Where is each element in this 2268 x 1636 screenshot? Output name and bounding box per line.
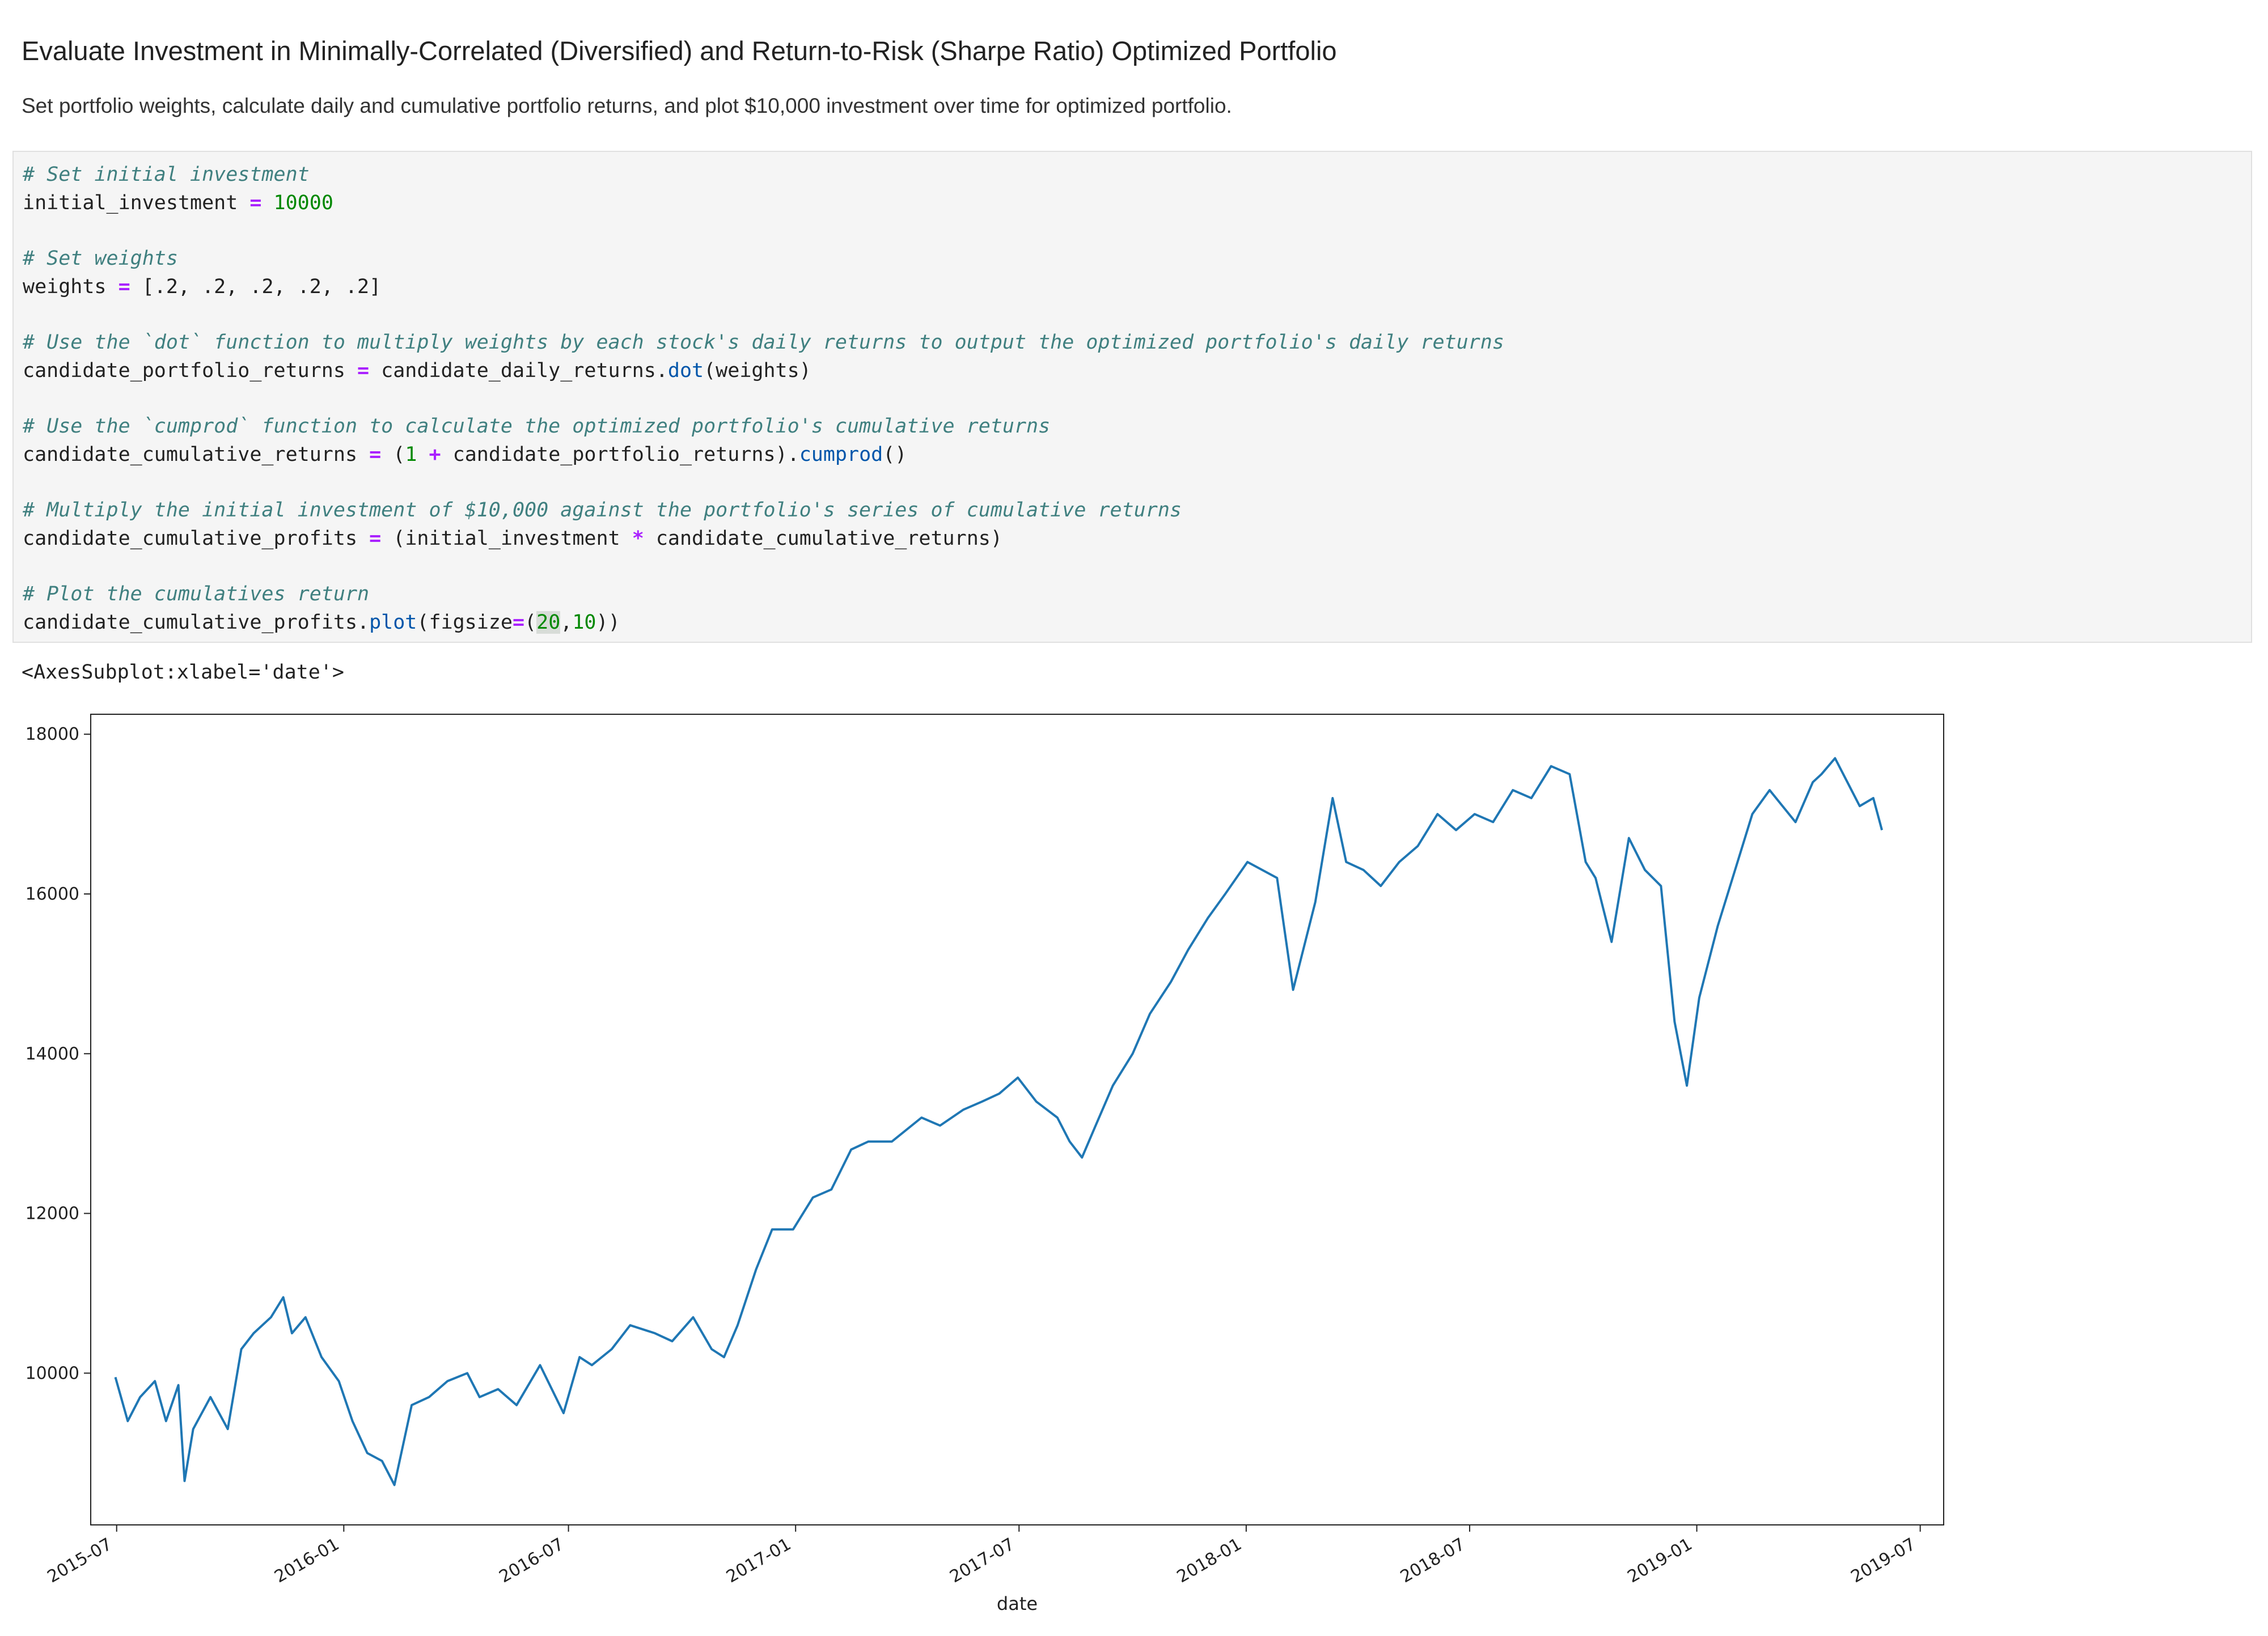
code-text: candidate_cumulative_profits. (23, 611, 370, 634)
x-tick-label: 2016-01 (271, 1535, 342, 1587)
code-number: 10000 (273, 192, 333, 214)
code-function: dot (667, 359, 704, 382)
code-line-8: candidate_cumulative_returns = (1 + cand… (23, 443, 907, 466)
code-text: ( (524, 611, 537, 634)
code-text: (initial_investment (381, 527, 632, 550)
code-text: )) (596, 611, 620, 634)
x-axis: 2015-07 2016-01 2016-07 2017-01 2017-07 2018-… (44, 1525, 1921, 1587)
code-text: , (560, 611, 573, 634)
x-tick-label: 2016-07 (496, 1535, 568, 1587)
code-operator: = (369, 527, 382, 550)
code-text: candidate_portfolio_returns). (441, 443, 799, 466)
code-line-11: # Plot the cumulatives return (23, 583, 369, 605)
code-comment: # Set weights (23, 247, 178, 270)
x-tick-label: 2019-07 (1848, 1535, 1919, 1587)
plot-area (90, 714, 1944, 1525)
code-text: initial_investment (23, 192, 250, 214)
code-comment: # Set initial investment (23, 163, 310, 186)
y-tick-label: 14000 (26, 1044, 79, 1064)
code-line-6: candidate_portfolio_returns = candidate_… (23, 359, 811, 382)
x-tick-label: 2015-07 (44, 1535, 116, 1587)
code-function: cumprod (799, 443, 883, 466)
code-text: () (883, 443, 907, 466)
y-tick-label: 16000 (26, 884, 79, 904)
code-cell[interactable]: # Set initial investment initial_investm… (12, 151, 2252, 643)
code-line-9: # Multiply the initial investment of $10… (23, 499, 1182, 522)
code-line-3: # Set weights (23, 247, 178, 270)
code-operator: = (357, 359, 370, 382)
code-comment: # Use the `dot` function to multiply wei… (23, 331, 1504, 354)
x-tick-label: 2017-07 (946, 1535, 1018, 1587)
code-text: candidate_portfolio_returns (23, 359, 358, 382)
code-number: 1 (405, 443, 417, 466)
code-function: plot (369, 611, 417, 634)
y-tick-label: 18000 (26, 724, 79, 744)
output-repr: <AxesSubplot:xlabel='date'> (22, 661, 344, 684)
x-axis-label: date (997, 1593, 1038, 1614)
code-text: weights (23, 276, 119, 298)
code-text: candidate_cumulative_profits (23, 527, 370, 550)
code-text: candidate_cumulative_returns (23, 443, 370, 466)
x-tick-label: 2017-01 (723, 1535, 794, 1587)
code-comment: # Plot the cumulatives return (23, 583, 370, 605)
code-operator: = (512, 611, 525, 634)
code-number: 10 (572, 611, 596, 634)
code-line-4: weights = [.2, .2, .2, .2, .2] (23, 276, 381, 298)
code-number: 20 (536, 611, 561, 634)
code-text: (weights) (704, 359, 811, 382)
code-text: (figsize (417, 611, 513, 634)
code-operator: = (369, 443, 382, 466)
markdown-description: Set portfolio weights, calculate daily a… (22, 94, 1232, 117)
y-tick-label: 10000 (26, 1363, 79, 1383)
x-tick-label: 2018-07 (1397, 1535, 1469, 1587)
code-comment: # Multiply the initial investment of $10… (23, 499, 1182, 522)
code-text: [.2, .2, .2, .2, .2] (142, 276, 382, 298)
code-line-5: # Use the `dot` function to multiply wei… (23, 331, 1504, 354)
code-line-1: # Set initial investment (23, 163, 310, 186)
line-chart: 10000 12000 14000 16000 18000 2015-07 2016-01… (26, 714, 1944, 1614)
x-tick-label: 2019-01 (1624, 1535, 1695, 1587)
code-text: ( (381, 443, 405, 466)
code-line-10: candidate_cumulative_profits = (initial_… (23, 527, 1002, 550)
code-line-7: # Use the `cumprod` function to calculat… (23, 415, 1050, 438)
code-line-12: candidate_cumulative_profits.plot(figsiz… (23, 611, 620, 634)
code-operator: = (249, 192, 262, 214)
x-tick-label: 2018-01 (1174, 1535, 1245, 1587)
code-text: candidate_cumulative_returns) (644, 527, 1002, 550)
y-tick-label: 12000 (26, 1204, 79, 1224)
code-text: candidate_daily_returns. (369, 359, 668, 382)
code-operator: + (429, 443, 441, 466)
markdown-title: Evaluate Investment in Minimally-Correla… (22, 36, 1337, 66)
code-operator: = (118, 276, 130, 298)
code-operator: * (632, 527, 644, 550)
code-comment: # Use the `cumprod` function to calculat… (23, 415, 1051, 438)
y-axis: 10000 12000 14000 16000 18000 (26, 724, 91, 1383)
series-line-portfolio-value (114, 757, 1884, 1486)
code-line-2: initial_investment = 10000 (23, 192, 333, 214)
